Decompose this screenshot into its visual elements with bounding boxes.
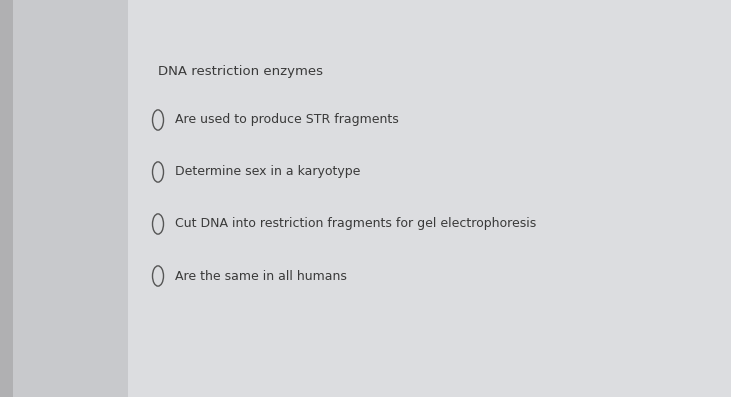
Text: Cut DNA into restriction fragments for gel electrophoresis: Cut DNA into restriction fragments for g… — [175, 218, 537, 231]
Text: Determine sex in a karyotype: Determine sex in a karyotype — [175, 166, 360, 179]
Text: Are the same in all humans: Are the same in all humans — [175, 270, 347, 283]
Text: DNA restriction enzymes: DNA restriction enzymes — [158, 66, 323, 79]
Bar — [13, 0, 128, 397]
Bar — [0, 0, 13, 397]
Text: Are used to produce STR fragments: Are used to produce STR fragments — [175, 114, 398, 127]
